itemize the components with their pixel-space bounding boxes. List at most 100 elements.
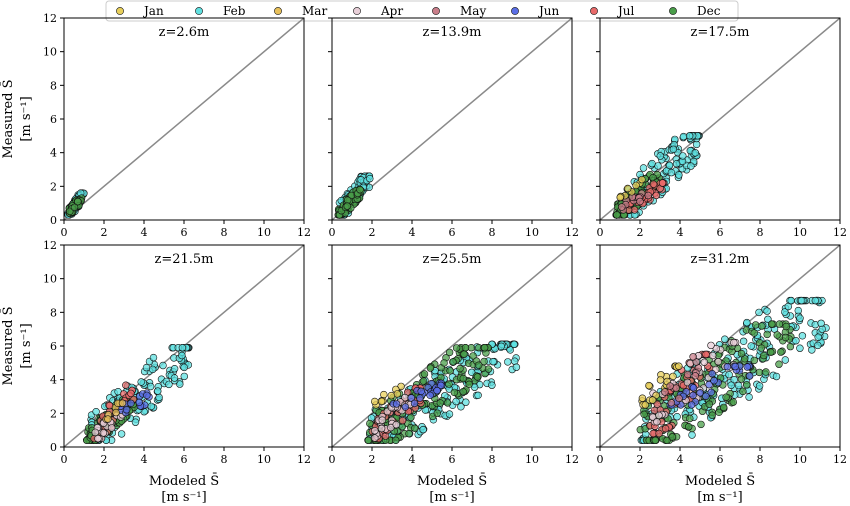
point-dec — [751, 321, 760, 329]
point-may — [675, 394, 683, 402]
point-feb — [366, 174, 374, 183]
point-feb — [180, 363, 188, 372]
point-dec — [782, 322, 790, 331]
point-apr — [377, 424, 386, 433]
legend: Jan Feb Mar Apr May Jun Jul Dec — [105, 0, 739, 22]
point-feb — [781, 356, 789, 364]
point-dec — [663, 436, 671, 444]
point-jan — [645, 381, 653, 390]
y-tick-label: 6 — [50, 340, 57, 353]
point-jan — [377, 397, 386, 406]
legend-marker — [432, 7, 440, 15]
point-dec — [759, 351, 768, 360]
point-dec — [775, 320, 784, 328]
point-feb — [510, 340, 518, 348]
point-dec — [781, 333, 790, 342]
point-jun — [723, 363, 732, 371]
point-jun — [707, 388, 715, 396]
x-tick-label: 10 — [257, 453, 271, 466]
point-jul — [655, 429, 663, 438]
legend-marker — [590, 7, 598, 15]
point-feb — [117, 430, 126, 438]
legend-entry-mar: Mar — [274, 4, 327, 18]
point-jun — [401, 403, 410, 411]
point-dec — [456, 364, 464, 373]
x-tick-label: 2 — [101, 453, 108, 466]
legend-label: Feb — [223, 4, 246, 18]
panel-title: z=17.5m — [690, 25, 749, 40]
point-feb — [474, 391, 482, 399]
point-feb — [734, 381, 743, 390]
point-dec — [763, 330, 771, 339]
y-axis-unit: [m s⁻¹] — [19, 323, 34, 368]
panels: 0 2 4 6 8 10 12 0 2 4 6 8 10 12 z=2.6m 0 2 4 6 8 10 12 z=13.9m… — [43, 12, 847, 466]
point-jun — [689, 384, 698, 392]
point-dec — [420, 370, 429, 378]
point-feb — [656, 152, 664, 160]
point-feb — [639, 164, 648, 172]
y-tick-label: 8 — [50, 306, 57, 319]
point-jan — [669, 372, 677, 381]
point-feb — [142, 363, 151, 372]
point-apr — [712, 344, 720, 353]
y-tick-label: 4 — [50, 374, 57, 387]
point-dec — [450, 388, 459, 397]
point-apr — [655, 411, 663, 420]
point-feb — [165, 380, 173, 389]
point-jan — [638, 394, 647, 402]
point-apr — [392, 421, 400, 429]
panel-5: 0 2 4 6 8 10 12 z=25.5m — [328, 244, 579, 466]
point-feb — [155, 393, 163, 402]
point-jan — [641, 401, 649, 409]
point-dec — [445, 348, 454, 357]
point-dec — [449, 358, 457, 366]
legend-label: May — [460, 4, 486, 18]
x-tick-label: 10 — [525, 226, 539, 239]
point-dec — [419, 377, 428, 385]
point-dec — [750, 329, 758, 337]
point-apr — [686, 359, 694, 368]
point-dec — [461, 344, 470, 352]
panel-title: z=31.2m — [690, 252, 749, 267]
point-dec — [475, 361, 483, 369]
reference-line — [64, 18, 304, 220]
point-dec — [407, 413, 415, 422]
x-tick-label: 4 — [141, 453, 148, 466]
x-tick-label: 10 — [793, 453, 807, 466]
y-tick-label: 10 — [43, 273, 57, 286]
x-tick-label: 12 — [833, 453, 847, 466]
point-dec — [686, 414, 694, 423]
point-may — [689, 353, 697, 361]
point-feb — [792, 337, 800, 345]
point-mar — [112, 408, 120, 417]
point-dec — [480, 357, 488, 366]
point-dec — [465, 380, 473, 388]
point-feb — [781, 308, 789, 316]
panel-6: 0 2 4 6 8 10 12 z=31.2m — [596, 244, 847, 466]
point-apr — [653, 418, 661, 426]
point-apr — [91, 428, 100, 437]
x-tick-label: 2 — [101, 226, 108, 239]
point-may — [661, 388, 669, 396]
panel-2: 0 2 4 6 8 10 12 z=13.9m — [328, 17, 579, 239]
point-dec — [758, 322, 766, 330]
point-dec — [343, 202, 351, 210]
point-feb — [667, 168, 676, 177]
point-jan — [387, 391, 395, 400]
point-dec — [459, 388, 467, 396]
point-feb — [679, 132, 688, 141]
point-feb — [725, 371, 733, 379]
legend-label: Jan — [142, 4, 164, 18]
scatter-points — [82, 344, 193, 444]
point-jun — [426, 391, 434, 399]
point-may — [644, 191, 652, 200]
point-feb — [755, 382, 764, 390]
point-dec — [668, 433, 676, 441]
x-tick-label: 8 — [221, 453, 228, 466]
point-dec — [481, 344, 489, 352]
x-tick-label: 8 — [489, 453, 496, 466]
point-may — [691, 372, 699, 380]
point-jan — [616, 193, 624, 202]
point-jan — [638, 175, 646, 184]
